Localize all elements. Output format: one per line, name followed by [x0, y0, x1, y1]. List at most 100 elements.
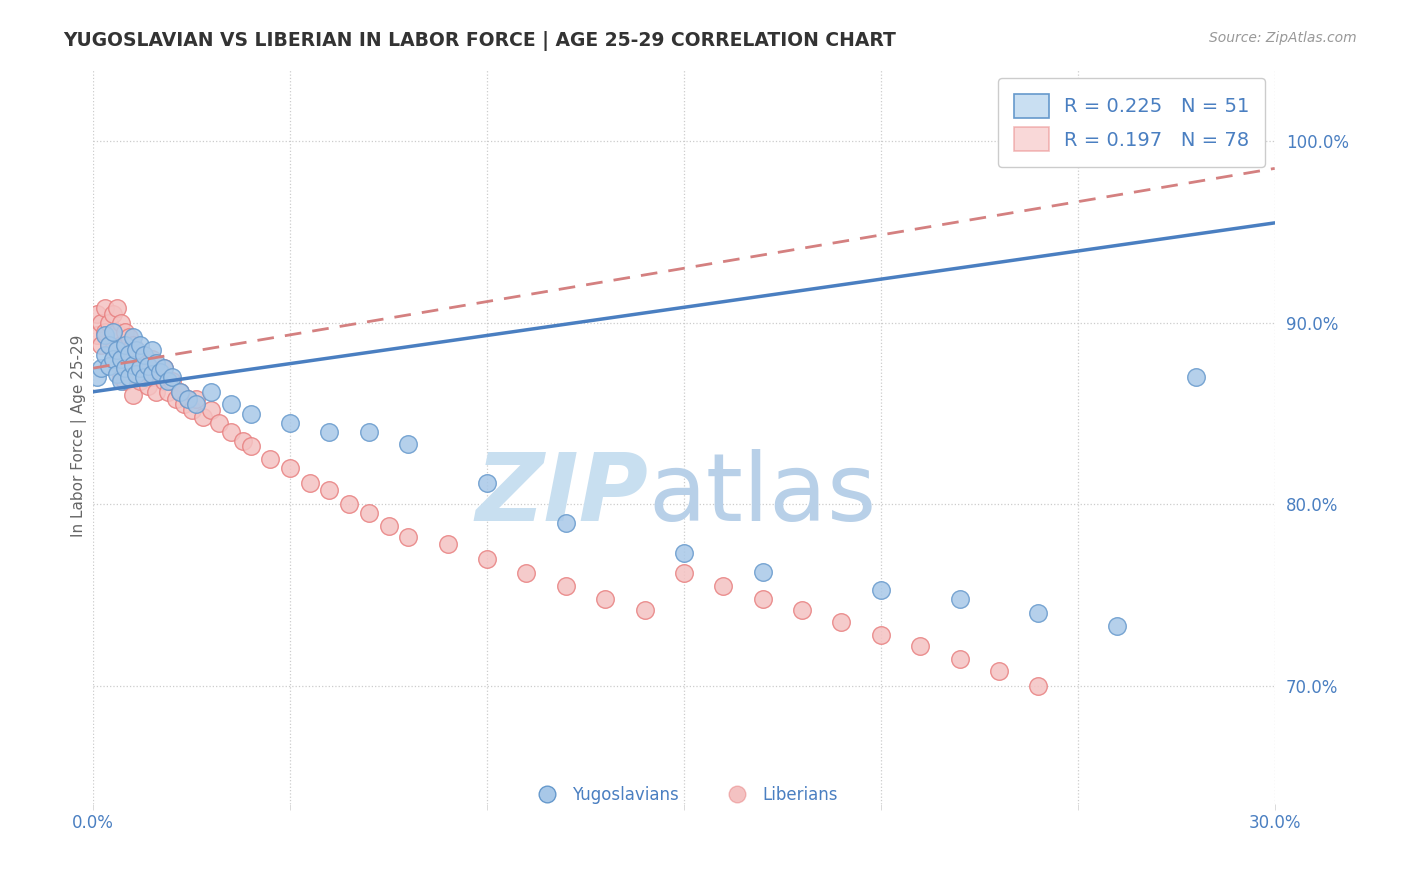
- Point: [110, 352, 132, 367]
- Point: [141, 352, 163, 367]
- Point: [169, 384, 191, 399]
- Point: [396, 530, 419, 544]
- Point: [869, 582, 891, 597]
- Point: [1185, 370, 1208, 384]
- Point: [125, 367, 148, 381]
- Point: [149, 367, 172, 381]
- Point: [949, 651, 972, 665]
- Point: [278, 461, 301, 475]
- Point: [134, 348, 156, 362]
- Point: [134, 370, 156, 384]
- Point: [200, 384, 222, 399]
- Point: [90, 337, 112, 351]
- Point: [129, 374, 152, 388]
- Point: [141, 343, 163, 357]
- Point: [751, 591, 773, 606]
- Point: [830, 615, 852, 630]
- Point: [97, 359, 120, 374]
- Point: [105, 367, 128, 381]
- Point: [396, 437, 419, 451]
- Point: [593, 591, 616, 606]
- Point: [153, 361, 176, 376]
- Point: [134, 367, 156, 381]
- Point: [129, 361, 152, 376]
- Point: [200, 403, 222, 417]
- Point: [86, 328, 108, 343]
- Point: [184, 392, 207, 406]
- Point: [232, 434, 254, 448]
- Point: [1028, 607, 1050, 621]
- Point: [337, 497, 360, 511]
- Point: [97, 337, 120, 351]
- Point: [90, 316, 112, 330]
- Text: atlas: atlas: [648, 449, 877, 541]
- Point: [193, 410, 215, 425]
- Point: [436, 537, 458, 551]
- Point: [101, 343, 124, 357]
- Point: [101, 352, 124, 367]
- Point: [156, 374, 179, 388]
- Point: [176, 392, 198, 406]
- Point: [219, 425, 242, 439]
- Point: [278, 416, 301, 430]
- Point: [94, 348, 117, 362]
- Point: [357, 507, 380, 521]
- Point: [117, 330, 139, 344]
- Text: ZIP: ZIP: [475, 449, 648, 541]
- Point: [105, 356, 128, 370]
- Point: [672, 546, 695, 560]
- Point: [176, 392, 198, 406]
- Point: [219, 397, 242, 411]
- Point: [101, 307, 124, 321]
- Point: [136, 379, 159, 393]
- Point: [117, 370, 139, 384]
- Point: [86, 370, 108, 384]
- Point: [110, 374, 132, 388]
- Point: [184, 397, 207, 411]
- Point: [149, 365, 172, 379]
- Point: [105, 343, 128, 357]
- Point: [672, 566, 695, 581]
- Point: [145, 356, 167, 370]
- Point: [180, 403, 202, 417]
- Point: [153, 361, 176, 376]
- Point: [94, 301, 117, 316]
- Point: [121, 330, 143, 344]
- Point: [114, 348, 136, 362]
- Point: [554, 579, 576, 593]
- Point: [125, 367, 148, 381]
- Point: [160, 374, 183, 388]
- Point: [136, 361, 159, 376]
- Point: [110, 316, 132, 330]
- Point: [90, 361, 112, 376]
- Point: [165, 392, 187, 406]
- Point: [105, 301, 128, 316]
- Point: [1107, 619, 1129, 633]
- Point: [141, 367, 163, 381]
- Point: [949, 591, 972, 606]
- Point: [318, 425, 340, 439]
- Point: [633, 602, 655, 616]
- Point: [377, 519, 399, 533]
- Point: [121, 361, 143, 376]
- Point: [173, 397, 195, 411]
- Point: [136, 359, 159, 374]
- Point: [141, 370, 163, 384]
- Point: [475, 551, 498, 566]
- Point: [869, 628, 891, 642]
- Point: [101, 330, 124, 344]
- Text: YUGOSLAVIAN VS LIBERIAN IN LABOR FORCE | AGE 25-29 CORRELATION CHART: YUGOSLAVIAN VS LIBERIAN IN LABOR FORCE |…: [63, 31, 896, 51]
- Point: [988, 665, 1011, 679]
- Point: [97, 337, 120, 351]
- Point: [515, 566, 537, 581]
- Point: [1028, 679, 1050, 693]
- Point: [114, 374, 136, 388]
- Legend: Yugoslavians, Liberians: Yugoslavians, Liberians: [523, 779, 844, 810]
- Point: [153, 374, 176, 388]
- Point: [114, 337, 136, 351]
- Point: [790, 602, 813, 616]
- Point: [910, 639, 932, 653]
- Point: [145, 384, 167, 399]
- Point: [121, 358, 143, 372]
- Point: [121, 388, 143, 402]
